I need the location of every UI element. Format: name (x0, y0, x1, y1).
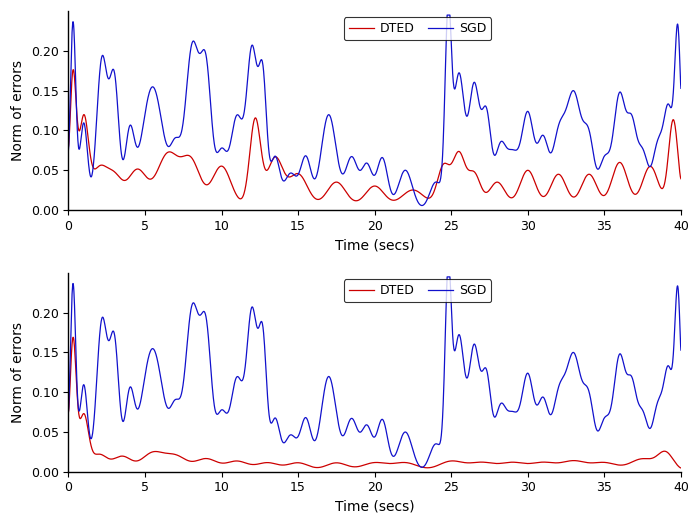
DTED (547, 182, 556, 188)
SGD (677, 85, 685, 91)
SGD (659, 117, 668, 123)
SGD (659, 379, 668, 385)
DTED (363, 189, 371, 195)
SGD (443, 12, 452, 18)
Legend: DTED, SGD: DTED, SGD (344, 279, 491, 302)
DTED (677, 175, 685, 182)
Y-axis label: Norm of errors: Norm of errors (11, 60, 25, 161)
DTED (352, 197, 361, 204)
DTED (659, 448, 668, 455)
DTED (69, 67, 78, 73)
SGD (659, 381, 668, 387)
Y-axis label: Norm of errors: Norm of errors (11, 322, 25, 423)
DTED (547, 459, 555, 466)
Line: SGD: SGD (69, 277, 681, 467)
DTED (659, 183, 668, 190)
DTED (677, 465, 685, 471)
X-axis label: Time (secs): Time (secs) (335, 238, 414, 252)
SGD (346, 155, 354, 161)
DTED (659, 184, 668, 190)
Line: DTED: DTED (69, 70, 681, 201)
DTED (363, 461, 371, 467)
SGD (659, 119, 668, 125)
SGD (418, 464, 426, 470)
SGD (547, 149, 556, 155)
SGD (418, 202, 426, 208)
SGD (362, 422, 370, 428)
DTED (96, 451, 104, 457)
SGD (443, 274, 452, 280)
SGD (362, 160, 370, 166)
SGD (346, 417, 354, 423)
DTED (64, 409, 73, 415)
SGD (95, 70, 104, 77)
DTED (64, 144, 73, 150)
DTED (96, 162, 104, 169)
SGD (677, 347, 685, 353)
DTED (346, 194, 354, 201)
SGD (95, 332, 104, 339)
Line: DTED: DTED (69, 338, 681, 468)
DTED (69, 334, 78, 341)
SGD (547, 411, 556, 417)
Line: SGD: SGD (69, 15, 681, 205)
DTED (659, 448, 667, 455)
SGD (64, 409, 73, 415)
Legend: DTED, SGD: DTED, SGD (344, 17, 491, 40)
DTED (346, 463, 354, 469)
SGD (64, 148, 73, 154)
X-axis label: Time (secs): Time (secs) (335, 500, 414, 514)
